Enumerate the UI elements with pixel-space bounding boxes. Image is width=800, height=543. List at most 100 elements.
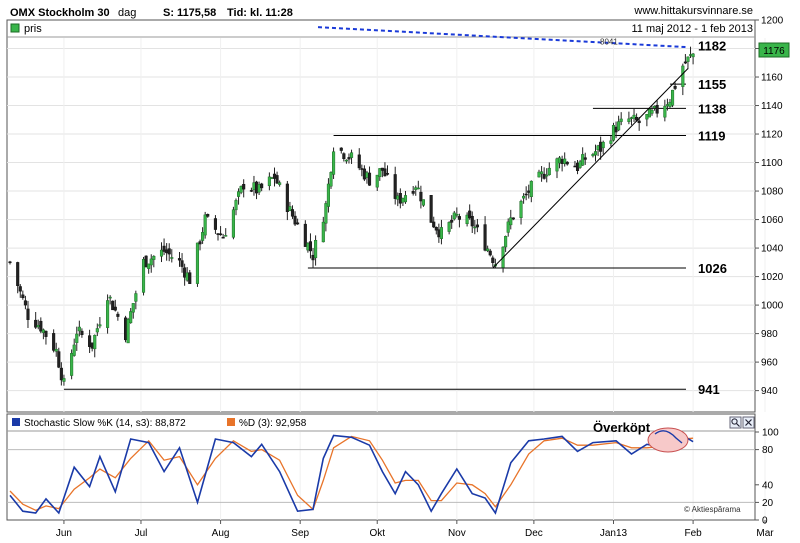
- k-legend-label: Stochastic Slow %K (14, s3): 88,872: [24, 418, 186, 429]
- x-tick-label: Jul: [135, 528, 148, 539]
- price-tick-label: 1200: [761, 16, 784, 27]
- x-tick-label: Sep: [291, 528, 309, 539]
- candle-body: [385, 173, 390, 175]
- candle-body: [635, 117, 639, 121]
- indicator-tick-label: 100: [762, 428, 779, 439]
- candle-body: [106, 300, 110, 328]
- candle-body: [434, 226, 438, 231]
- price-tick-label: 1060: [761, 215, 784, 226]
- candle-body: [671, 89, 675, 106]
- candle-body: [419, 191, 423, 202]
- candle-body: [206, 214, 210, 217]
- candle-body: [195, 242, 200, 284]
- candle-body: [308, 241, 313, 252]
- candle-body: [686, 56, 690, 62]
- candle-body: [540, 171, 544, 175]
- candle-body: [653, 105, 657, 109]
- candle-body: [457, 216, 461, 220]
- candle-body: [527, 190, 531, 193]
- candle-body: [483, 224, 487, 251]
- candle-body: [342, 153, 346, 159]
- candle-body: [329, 172, 333, 187]
- candle-body: [21, 294, 25, 299]
- candle-body: [285, 183, 289, 212]
- candle-body: [198, 241, 202, 245]
- x-tick-label: Aug: [212, 528, 230, 539]
- candle-body: [596, 145, 600, 151]
- legend-label: pris: [24, 23, 42, 35]
- candle-body: [573, 165, 577, 168]
- candle-body: [558, 157, 562, 164]
- candle-body: [293, 215, 297, 225]
- candle-body: [270, 177, 274, 179]
- level-label: 1155: [698, 77, 726, 92]
- candle-body: [242, 184, 246, 190]
- credit-label: © Aktiespărama: [684, 505, 741, 514]
- x-tick-label: Okt: [369, 528, 385, 539]
- candle-body: [185, 272, 189, 281]
- candle-body: [367, 172, 372, 186]
- indicator-tick-label: 80: [762, 445, 774, 456]
- candle-body: [57, 351, 61, 368]
- k-swatch: [12, 418, 20, 426]
- candle-body: [75, 333, 79, 343]
- support-resistance-lines: 1182 1155 1138 1119 1026 941: [63, 39, 727, 397]
- candle-body: [627, 118, 631, 122]
- candle-body: [465, 214, 469, 225]
- zoom-button[interactable]: [729, 416, 742, 429]
- candle-body: [673, 85, 677, 89]
- candle-body: [126, 319, 130, 344]
- candle-body: [509, 217, 513, 226]
- candle-body: [486, 248, 490, 252]
- candle-body: [416, 187, 420, 190]
- last-price-badge-text: 1176: [763, 46, 785, 57]
- candle-body: [54, 348, 58, 352]
- overbought-label: Överköpt: [593, 420, 651, 435]
- candle-body: [537, 171, 541, 178]
- indicator-tick-label: 20: [762, 498, 774, 509]
- indicator-y-axis: 1008040200: [755, 428, 779, 527]
- overbought-k-segment: [654, 430, 683, 444]
- candle-body: [668, 101, 672, 107]
- x-tick-label: Jun: [56, 528, 72, 539]
- period-label: dag: [118, 7, 136, 19]
- level-label: 1182: [698, 39, 726, 54]
- candle-body: [578, 161, 582, 168]
- candle-body: [332, 151, 336, 175]
- level-label: 1026: [698, 261, 727, 276]
- candle-body: [314, 240, 318, 259]
- candle-body: [522, 195, 526, 199]
- indicator-gridlines: [7, 432, 766, 520]
- candle-body: [504, 236, 508, 248]
- indicator-tick-label: 40: [762, 480, 774, 491]
- candle-body: [450, 219, 454, 223]
- candle-body: [347, 157, 351, 160]
- candle-body: [231, 209, 235, 238]
- candle-body: [326, 183, 330, 207]
- price-tick-label: 1080: [761, 187, 784, 198]
- candle-body: [560, 159, 564, 164]
- candle-body: [260, 183, 264, 189]
- candle-body: [129, 311, 133, 324]
- trendline: [492, 68, 689, 269]
- candle-body: [411, 191, 415, 194]
- close-indicator-button[interactable]: [742, 416, 755, 429]
- candle-body: [655, 104, 659, 114]
- candle-body: [365, 172, 369, 178]
- candle-body: [201, 232, 205, 241]
- candle-body: [529, 180, 533, 198]
- dashed-line-label: 8041: [600, 38, 618, 47]
- candle-body: [575, 162, 580, 171]
- candle-body: [41, 329, 45, 333]
- candle-body: [475, 224, 479, 228]
- candle-body: [93, 334, 97, 350]
- time-x-axis: Jun Jul Aug Sep Okt Nov Dec Jan13 Feb Mar: [56, 520, 774, 539]
- candle-body: [468, 210, 472, 219]
- candle-body: [609, 140, 613, 144]
- candle-body: [637, 120, 641, 124]
- candle-body: [511, 217, 515, 220]
- candle-body: [111, 300, 115, 311]
- candle-body: [563, 158, 567, 164]
- candle-body: [180, 260, 184, 267]
